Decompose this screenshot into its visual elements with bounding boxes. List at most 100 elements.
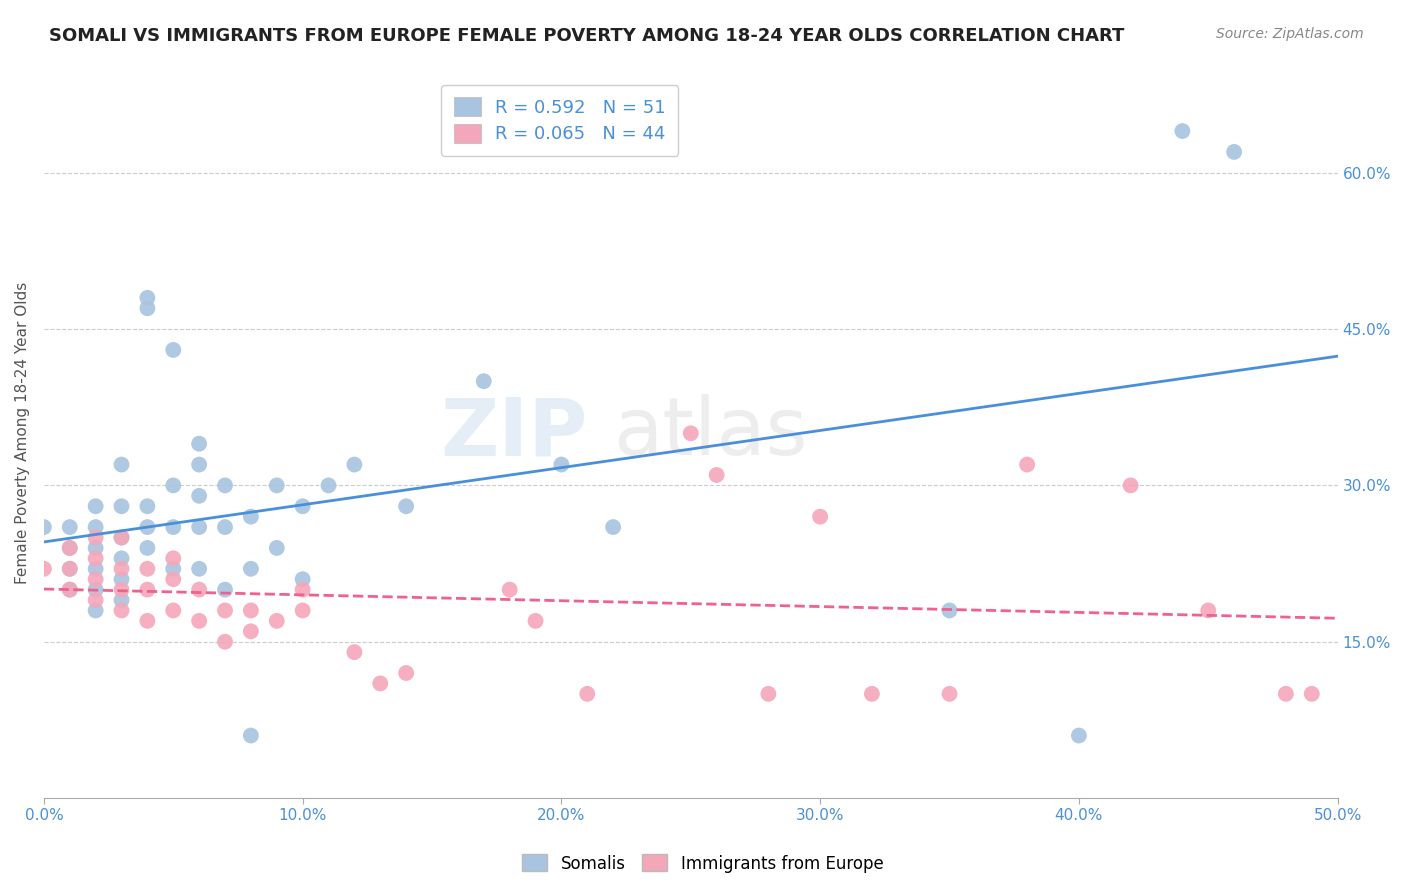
Point xyxy=(524,614,547,628)
Point xyxy=(188,436,211,450)
Point xyxy=(162,572,184,586)
Point xyxy=(110,531,132,545)
Point xyxy=(84,572,107,586)
Point xyxy=(162,562,184,576)
Legend: Somalis, Immigrants from Europe: Somalis, Immigrants from Europe xyxy=(516,847,890,880)
Point xyxy=(59,562,82,576)
Point xyxy=(214,634,236,648)
Point xyxy=(266,614,288,628)
Legend: R = 0.592   N = 51, R = 0.065   N = 44: R = 0.592 N = 51, R = 0.065 N = 44 xyxy=(441,85,679,156)
Point xyxy=(110,572,132,586)
Point xyxy=(1301,687,1323,701)
Point xyxy=(1017,458,1039,472)
Point xyxy=(214,478,236,492)
Point xyxy=(84,551,107,566)
Point xyxy=(1223,145,1246,159)
Point xyxy=(110,458,132,472)
Point xyxy=(188,458,211,472)
Text: atlas: atlas xyxy=(613,394,807,472)
Point xyxy=(291,500,314,514)
Point xyxy=(214,520,236,534)
Text: SOMALI VS IMMIGRANTS FROM EUROPE FEMALE POVERTY AMONG 18-24 YEAR OLDS CORRELATIO: SOMALI VS IMMIGRANTS FROM EUROPE FEMALE … xyxy=(49,27,1125,45)
Point xyxy=(84,520,107,534)
Point xyxy=(239,729,262,743)
Point xyxy=(84,582,107,597)
Point xyxy=(84,562,107,576)
Point xyxy=(214,582,236,597)
Point xyxy=(472,374,495,388)
Point xyxy=(1119,478,1142,492)
Point xyxy=(84,531,107,545)
Point xyxy=(162,520,184,534)
Point xyxy=(1171,124,1194,138)
Point xyxy=(1067,729,1090,743)
Point xyxy=(239,603,262,617)
Point xyxy=(188,520,211,534)
Point xyxy=(239,562,262,576)
Point xyxy=(395,500,418,514)
Point xyxy=(110,562,132,576)
Point xyxy=(136,301,159,316)
Point xyxy=(136,291,159,305)
Point xyxy=(32,562,55,576)
Point xyxy=(938,603,960,617)
Point xyxy=(136,582,159,597)
Y-axis label: Female Poverty Among 18-24 Year Olds: Female Poverty Among 18-24 Year Olds xyxy=(15,282,30,584)
Point xyxy=(84,593,107,607)
Point xyxy=(368,676,391,690)
Point xyxy=(1275,687,1298,701)
Point xyxy=(162,551,184,566)
Point xyxy=(136,614,159,628)
Point xyxy=(110,531,132,545)
Point xyxy=(59,582,82,597)
Point xyxy=(291,603,314,617)
Point xyxy=(59,541,82,555)
Point xyxy=(860,687,883,701)
Point xyxy=(110,593,132,607)
Point xyxy=(808,509,831,524)
Point xyxy=(550,458,572,472)
Point xyxy=(136,562,159,576)
Point xyxy=(84,603,107,617)
Point xyxy=(214,603,236,617)
Point xyxy=(110,551,132,566)
Point xyxy=(239,509,262,524)
Point xyxy=(938,687,960,701)
Point xyxy=(162,603,184,617)
Point xyxy=(59,582,82,597)
Point xyxy=(318,478,340,492)
Point xyxy=(395,665,418,680)
Point xyxy=(110,603,132,617)
Point xyxy=(32,520,55,534)
Point xyxy=(188,614,211,628)
Point xyxy=(343,645,366,659)
Point xyxy=(136,520,159,534)
Point xyxy=(162,478,184,492)
Point xyxy=(266,541,288,555)
Point xyxy=(59,520,82,534)
Text: ZIP: ZIP xyxy=(440,394,588,472)
Point xyxy=(1197,603,1219,617)
Point xyxy=(110,582,132,597)
Point xyxy=(239,624,262,639)
Point xyxy=(188,582,211,597)
Point xyxy=(84,500,107,514)
Point xyxy=(84,541,107,555)
Point xyxy=(291,572,314,586)
Point xyxy=(706,467,728,482)
Point xyxy=(59,541,82,555)
Point xyxy=(758,687,780,701)
Text: Source: ZipAtlas.com: Source: ZipAtlas.com xyxy=(1216,27,1364,41)
Point xyxy=(266,478,288,492)
Point xyxy=(188,489,211,503)
Point xyxy=(343,458,366,472)
Point xyxy=(136,500,159,514)
Point xyxy=(136,541,159,555)
Point xyxy=(188,562,211,576)
Point xyxy=(162,343,184,357)
Point xyxy=(498,582,520,597)
Point xyxy=(679,426,702,441)
Point xyxy=(59,562,82,576)
Point xyxy=(576,687,599,701)
Point xyxy=(602,520,624,534)
